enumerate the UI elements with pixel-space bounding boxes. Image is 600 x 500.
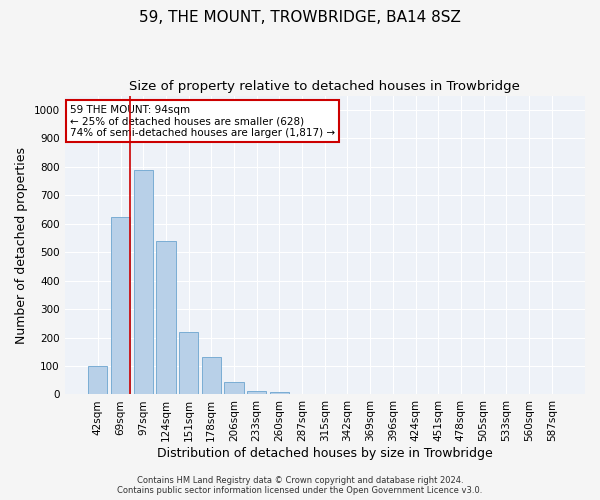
Text: 59 THE MOUNT: 94sqm
← 25% of detached houses are smaller (628)
74% of semi-detac: 59 THE MOUNT: 94sqm ← 25% of detached ho… — [70, 104, 335, 138]
Bar — [111, 216, 130, 394]
X-axis label: Distribution of detached houses by size in Trowbridge: Distribution of detached houses by size … — [157, 447, 493, 460]
Bar — [156, 240, 176, 394]
Text: Contains HM Land Registry data © Crown copyright and database right 2024.
Contai: Contains HM Land Registry data © Crown c… — [118, 476, 482, 495]
Bar — [270, 392, 289, 394]
Bar — [134, 170, 153, 394]
Y-axis label: Number of detached properties: Number of detached properties — [15, 146, 28, 344]
Text: 59, THE MOUNT, TROWBRIDGE, BA14 8SZ: 59, THE MOUNT, TROWBRIDGE, BA14 8SZ — [139, 10, 461, 25]
Title: Size of property relative to detached houses in Trowbridge: Size of property relative to detached ho… — [130, 80, 520, 93]
Bar — [224, 382, 244, 394]
Bar — [202, 356, 221, 395]
Bar — [179, 332, 198, 394]
Bar — [247, 391, 266, 394]
Bar — [88, 366, 107, 394]
